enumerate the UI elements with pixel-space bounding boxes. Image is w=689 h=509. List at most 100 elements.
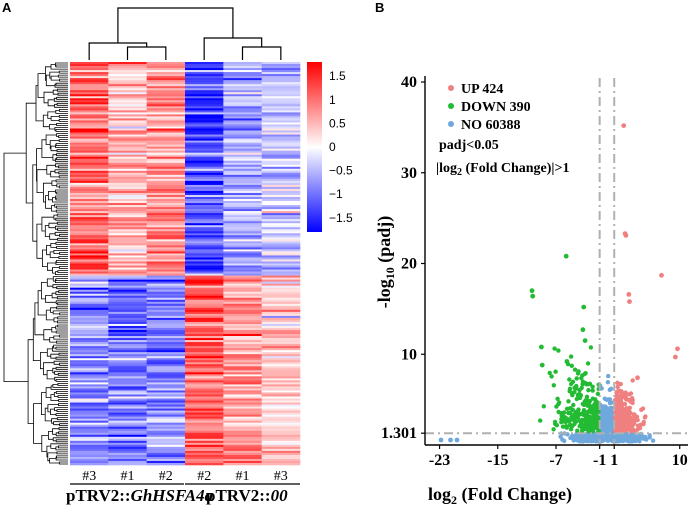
heatmap-cell bbox=[146, 450, 186, 454]
heatmap-cell bbox=[108, 390, 147, 393]
heatmap-cell bbox=[185, 239, 224, 242]
heatmap-cell bbox=[261, 378, 301, 381]
heatmap-cell bbox=[146, 303, 186, 307]
heatmap-cell bbox=[108, 378, 147, 381]
heatmap-cell bbox=[261, 68, 301, 71]
heatmap-cell bbox=[108, 265, 147, 268]
heatmap-cell bbox=[146, 178, 186, 182]
heatmap-cell bbox=[70, 462, 109, 466]
heatmap-cell bbox=[70, 160, 109, 164]
heatmap-cell bbox=[108, 229, 147, 232]
row-dendrogram-link bbox=[51, 418, 58, 424]
heatmap-cell bbox=[223, 358, 262, 361]
heatmap-cell bbox=[223, 227, 262, 230]
heatmap-cell bbox=[185, 426, 224, 430]
volcano-point-down bbox=[575, 428, 580, 433]
heatmap-cell bbox=[261, 448, 301, 452]
heatmap-cell bbox=[146, 126, 186, 129]
heatmap-cell bbox=[261, 428, 301, 432]
heatmap-cell bbox=[70, 68, 109, 71]
heatmap-cell bbox=[146, 180, 186, 184]
heatmap-cell bbox=[108, 289, 147, 293]
heatmap-cell bbox=[185, 72, 224, 75]
heatmap-cell bbox=[223, 400, 262, 403]
heatmap-cell bbox=[223, 90, 262, 93]
volcano-point-down bbox=[581, 304, 587, 310]
x-label-sub: 2 bbox=[451, 493, 457, 507]
heatmap-cell bbox=[185, 142, 224, 145]
heatmap-cell bbox=[223, 76, 262, 79]
heatmap-cell bbox=[146, 406, 186, 409]
heatmap-cell bbox=[70, 394, 109, 397]
heatmap-cell bbox=[70, 253, 109, 256]
volcano-point-no bbox=[608, 405, 613, 411]
heatmap-cell bbox=[185, 253, 224, 256]
heatmap-cell bbox=[261, 241, 301, 244]
heatmap-cell bbox=[223, 172, 262, 176]
heatmap-cell bbox=[185, 162, 224, 166]
heatmap-cell bbox=[261, 299, 301, 303]
heatmap-cell bbox=[146, 72, 186, 75]
heatmap-cell bbox=[70, 301, 109, 305]
heatmap-cell bbox=[70, 72, 109, 75]
heatmap-cell bbox=[185, 297, 224, 301]
heatmap-cell bbox=[185, 247, 224, 250]
volcano-point-down bbox=[554, 404, 559, 409]
volcano-point-down bbox=[564, 406, 570, 411]
heatmap-cell bbox=[185, 168, 224, 172]
heatmap-cell bbox=[146, 203, 186, 206]
heatmap-cell bbox=[108, 203, 147, 206]
heatmap-cell bbox=[108, 64, 147, 67]
heatmap-cell bbox=[70, 336, 109, 339]
heatmap-cell bbox=[108, 148, 147, 151]
heatmap-cell bbox=[108, 321, 147, 325]
heatmap-cell bbox=[185, 138, 224, 141]
heatmap-cell bbox=[261, 305, 301, 309]
row-dendrogram-link bbox=[55, 197, 68, 201]
heatmap-cell bbox=[146, 235, 186, 238]
heatmap-cell bbox=[223, 192, 262, 196]
heatmap-cell bbox=[223, 257, 262, 260]
heatmap-cell bbox=[185, 237, 224, 240]
heatmap-cell bbox=[70, 430, 109, 434]
heatmap-cell bbox=[223, 305, 262, 309]
heatmap-cell bbox=[223, 138, 262, 141]
heatmap-cell bbox=[185, 245, 224, 248]
heatmap-cell bbox=[185, 128, 224, 131]
heatmap-cell bbox=[146, 86, 186, 89]
heatmap-cell bbox=[185, 394, 224, 397]
heatmap-cell bbox=[223, 223, 262, 226]
heatmap-cell bbox=[223, 114, 262, 117]
heatmap-cell bbox=[146, 136, 186, 139]
heatmap-cell bbox=[70, 267, 109, 270]
heatmap-cell bbox=[70, 152, 109, 155]
row-dendrogram-link bbox=[55, 110, 68, 114]
volcano-point-down bbox=[582, 371, 587, 377]
heatmap-cell bbox=[223, 64, 262, 67]
heatmap-cell bbox=[70, 186, 109, 190]
heatmap-cell bbox=[185, 86, 224, 89]
volcano-point-up bbox=[622, 401, 628, 407]
heatmap-cell bbox=[108, 215, 147, 218]
heatmap-cell bbox=[223, 432, 262, 436]
volcano-point-down bbox=[584, 394, 590, 399]
heatmap-cell bbox=[223, 327, 262, 331]
heatmap-cell bbox=[261, 182, 301, 186]
heatmap-cell bbox=[185, 144, 224, 147]
heatmap-cell bbox=[261, 70, 301, 73]
row-dendrogram-link bbox=[56, 451, 68, 455]
heatmap-cell bbox=[108, 277, 147, 280]
heatmap-cell bbox=[185, 62, 224, 65]
row-dendrogram-link bbox=[56, 123, 68, 126]
heatmap-cell bbox=[108, 120, 147, 123]
heatmap-cell bbox=[223, 434, 262, 438]
heatmap-cell bbox=[223, 354, 262, 357]
heatmap-cell bbox=[185, 273, 224, 276]
heatmap-cell bbox=[261, 374, 301, 377]
heatmap-cell bbox=[261, 287, 301, 290]
heatmap-cell bbox=[185, 364, 224, 367]
heatmap-cell bbox=[108, 106, 147, 109]
volcano-point-up bbox=[619, 392, 625, 397]
volcano-point-no bbox=[454, 437, 460, 443]
heatmap-cell bbox=[70, 432, 109, 436]
